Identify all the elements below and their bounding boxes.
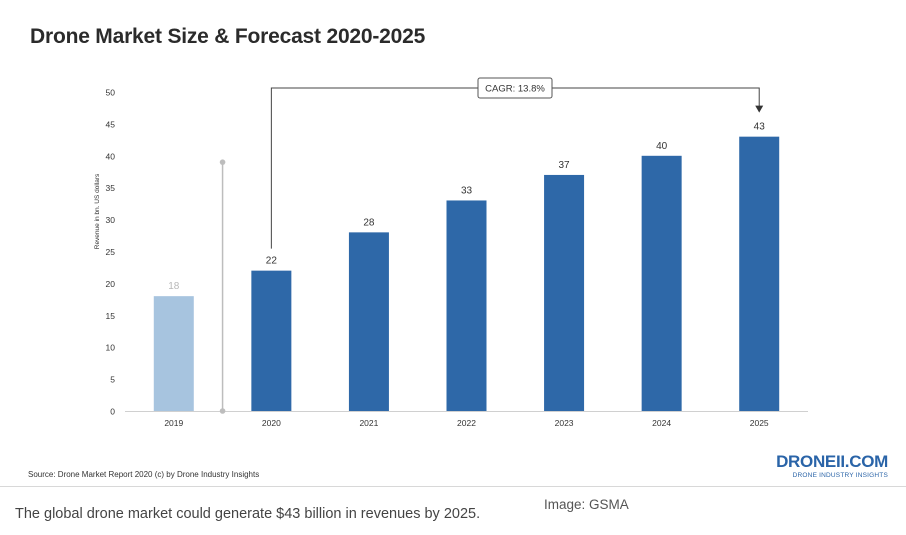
cagr-label: CAGR: 13.8% bbox=[485, 84, 545, 95]
y-tick-label: 45 bbox=[106, 119, 116, 129]
figure-caption: The global drone market could generate $… bbox=[15, 506, 481, 522]
data-label-2020: 22 bbox=[266, 256, 278, 267]
x-tick-label: 2020 bbox=[262, 418, 281, 428]
x-tick-label: 2025 bbox=[750, 418, 769, 428]
y-tick-label: 25 bbox=[106, 247, 116, 257]
data-label-2025: 43 bbox=[754, 122, 766, 133]
data-label-2023: 37 bbox=[559, 160, 571, 171]
y-tick-label: 10 bbox=[106, 343, 116, 353]
divider-endpoint-bottom bbox=[219, 408, 226, 414]
brand-tagline: DRONE INDUSTRY INSIGHTS bbox=[792, 472, 888, 479]
cagr-arrow-head bbox=[755, 105, 764, 113]
cagr-label-box bbox=[477, 77, 553, 99]
bar-2021 bbox=[348, 232, 389, 411]
brand-logo-text: DRONEII.COM bbox=[776, 452, 888, 471]
y-tick-label: 15 bbox=[106, 311, 116, 321]
bar-2023 bbox=[544, 174, 585, 411]
image-credit: Image: GSMA bbox=[544, 497, 629, 512]
bar-2020 bbox=[251, 270, 292, 411]
data-label-2021: 28 bbox=[363, 217, 375, 228]
data-label-2019: 18 bbox=[168, 281, 180, 292]
y-tick-label: 35 bbox=[106, 183, 116, 193]
data-label-2022: 33 bbox=[461, 185, 473, 196]
y-tick-label: 50 bbox=[106, 88, 116, 98]
source-note: Source: Drone Market Report 2020 (c) by … bbox=[28, 470, 260, 479]
figure-divider bbox=[0, 486, 906, 487]
bar-2022 bbox=[446, 200, 487, 411]
x-tick-label: 2023 bbox=[555, 418, 574, 428]
data-label-2024: 40 bbox=[656, 141, 668, 152]
y-tick-label: 20 bbox=[106, 279, 116, 289]
x-tick-label: 2024 bbox=[652, 418, 671, 428]
y-tick-label: 5 bbox=[110, 375, 115, 385]
x-tick-label: 2022 bbox=[457, 418, 476, 428]
y-tick-label: 30 bbox=[106, 215, 116, 225]
bar-2025 bbox=[739, 136, 780, 411]
y-tick-label: 0 bbox=[110, 407, 115, 417]
y-tick-label: 40 bbox=[106, 151, 116, 161]
bar-2019 bbox=[153, 296, 194, 411]
bar-chart: Revenue in bn. US dollars051015202530354… bbox=[94, 77, 808, 428]
x-tick-label: 2019 bbox=[164, 418, 183, 428]
y-axis-label: Revenue in bn. US dollars bbox=[94, 173, 101, 249]
bar-2024 bbox=[641, 155, 682, 411]
chart-figure: Drone Market Size & Forecast 2020-2025 R… bbox=[8, 8, 898, 486]
cagr-bracket-line bbox=[270, 87, 760, 249]
chart-title: Drone Market Size & Forecast 2020-2025 bbox=[30, 25, 426, 48]
x-tick-label: 2021 bbox=[359, 418, 378, 428]
brand-logo[interactable]: DRONEII.COM DRONE INDUSTRY INSIGHTS bbox=[776, 452, 888, 479]
divider-endpoint-top bbox=[219, 159, 226, 165]
